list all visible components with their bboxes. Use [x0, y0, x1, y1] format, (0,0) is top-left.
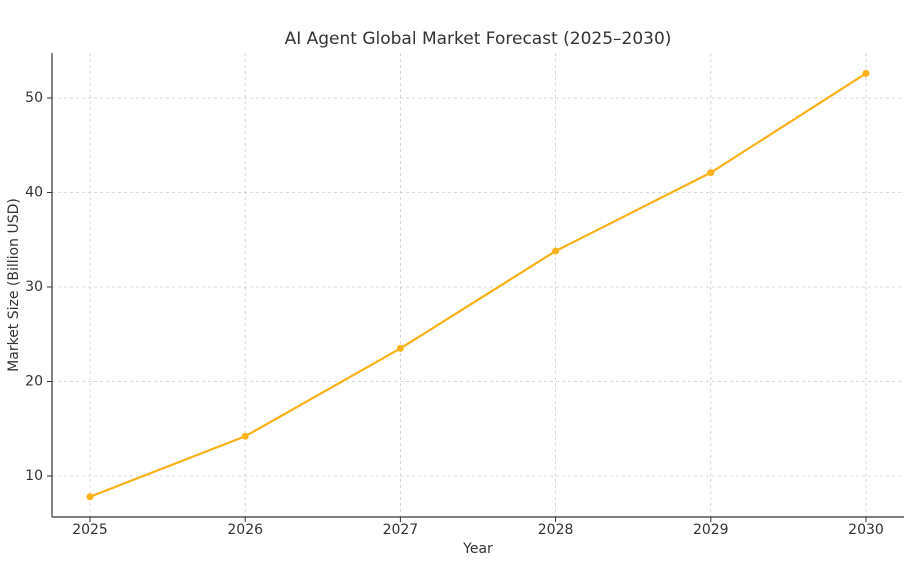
data-point: [862, 69, 870, 77]
data-point: [86, 493, 94, 501]
data-point: [396, 344, 404, 352]
x-axis-label: Year: [462, 541, 493, 557]
x-tick-label: 2025: [72, 522, 108, 538]
y-tick-label: 50: [25, 90, 43, 106]
y-tick-label: 10: [25, 468, 43, 484]
data-point: [552, 247, 560, 255]
x-tick-label: 2028: [538, 522, 574, 538]
y-axis-label: Market Size (Billion USD): [6, 198, 22, 372]
x-tick-label: 2029: [693, 522, 729, 538]
series-line: [89, 72, 867, 498]
x-tick-label: 2026: [227, 522, 263, 538]
y-tick-label: 40: [25, 184, 43, 200]
chart-title: AI Agent Global Market Forecast (2025–20…: [285, 29, 672, 49]
data-point: [707, 169, 715, 177]
x-tick-label: 2027: [383, 522, 419, 538]
y-tick-label: 20: [25, 373, 43, 389]
data-point: [241, 432, 249, 440]
x-tick-label: 2030: [848, 522, 884, 538]
y-tick-label: 30: [25, 279, 43, 295]
